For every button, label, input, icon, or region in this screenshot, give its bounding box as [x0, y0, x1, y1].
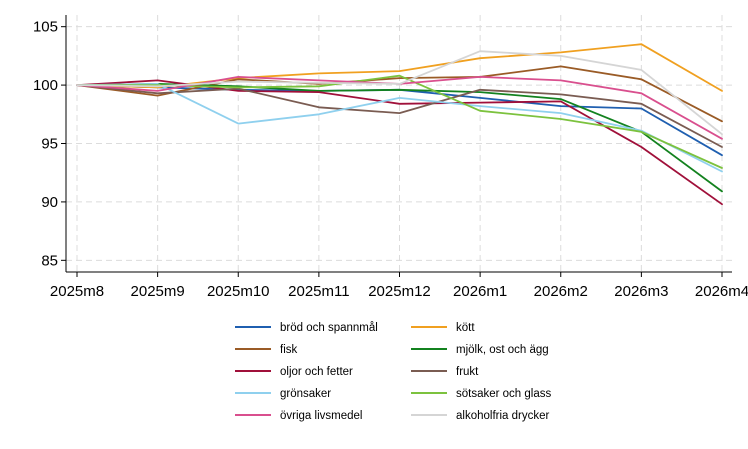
legend-label: mjölk, ost och ägg [456, 344, 549, 356]
series-line [76, 83, 723, 173]
legend-label: grönsaker [280, 388, 331, 400]
x-tick-label: 2025m12 [368, 283, 431, 300]
x-tick-label: 2025m8 [50, 283, 104, 300]
series-line [76, 50, 723, 136]
x-tick-label: 2026m2 [534, 283, 588, 300]
x-tick-label: 2025m11 [288, 283, 349, 300]
x-tick-label: 2026m3 [614, 283, 668, 300]
legend-label: frukt [456, 366, 479, 378]
series-line [76, 84, 723, 148]
y-tick-label: 90 [41, 194, 58, 211]
axes: 85 90 95 100 105 2025m8 2025m9 2025m10 2025m11 20… [33, 15, 748, 300]
legend-label: alkoholfria drycker [456, 410, 549, 422]
legend-label: fisk [280, 344, 298, 356]
legend-label: sötsaker och glass [456, 388, 551, 400]
x-tick-label: 2026m1 [453, 283, 507, 300]
legend: bröd och spannmål kött fisk mjölk, ost och … [235, 322, 551, 422]
y-tick-label: 85 [41, 252, 58, 269]
x-tick-label: 2025m10 [207, 283, 270, 300]
y-tick-label: 100 [33, 77, 58, 94]
legend-label: oljor och fetter [280, 366, 353, 378]
legend-label: kött [456, 322, 475, 334]
series-line [76, 65, 723, 123]
y-tick-label: 95 [41, 136, 58, 153]
legend-label: övriga livsmedel [280, 410, 362, 422]
x-tick-label: 2026m4 [695, 283, 748, 300]
grid-lines [66, 15, 732, 272]
x-tick-label: 2025m9 [131, 283, 185, 300]
y-tick-label: 105 [33, 19, 58, 36]
series-lines [76, 43, 723, 206]
legend-label: bröd och spannmål [280, 322, 378, 334]
